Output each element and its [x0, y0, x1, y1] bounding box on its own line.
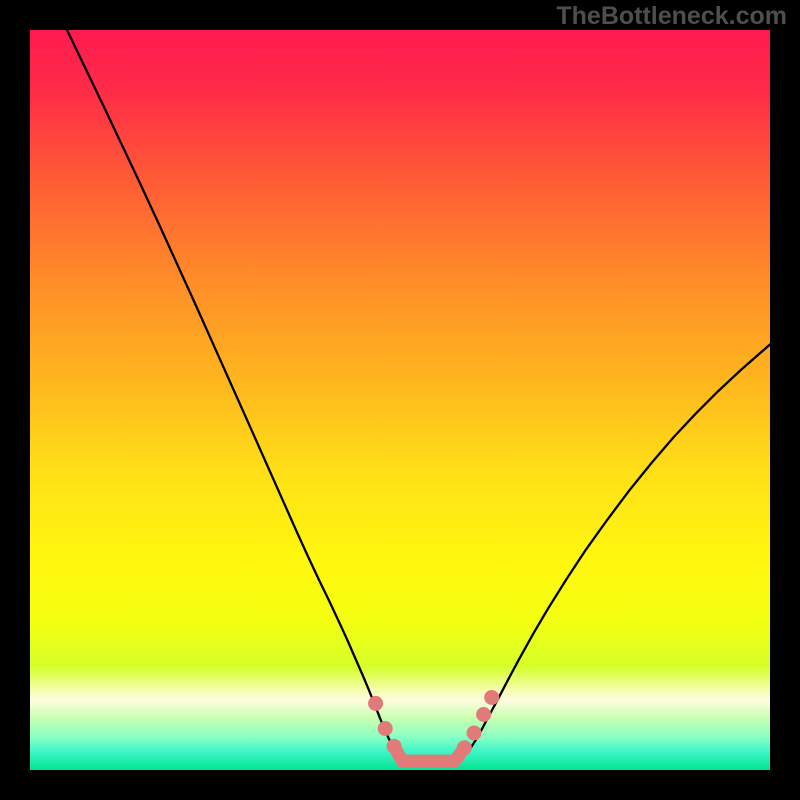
optimal-range-dot [484, 690, 499, 705]
optimal-range-dot [467, 726, 482, 741]
optimal-range-dot [457, 740, 472, 755]
chart-frame: TheBottleneck.com [0, 0, 800, 800]
optimal-range-dot [368, 696, 383, 711]
optimal-range-dot [387, 739, 402, 754]
watermark-text: TheBottleneck.com [556, 2, 787, 31]
optimal-range-dot [378, 721, 393, 736]
bottleneck-chart [0, 0, 800, 800]
optimal-range-dot [476, 707, 491, 722]
gradient-background [30, 30, 770, 770]
